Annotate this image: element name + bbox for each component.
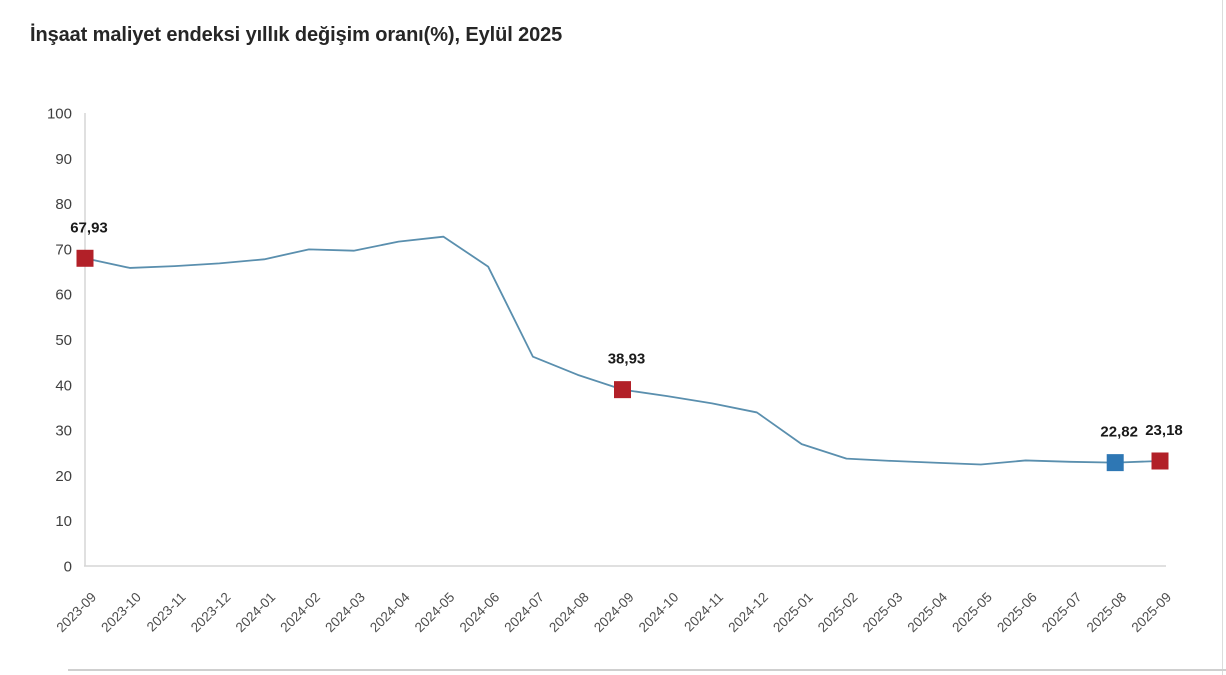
x-axis-tick-label: 2024-03 [322,590,368,636]
x-axis-tick-label: 2024-07 [501,590,547,636]
data-point-marker-2023-09 [76,249,94,267]
x-axis-tick-label: 2023-09 [53,590,99,636]
x-axis-tick-label: 2025-03 [860,590,906,636]
x-axis-tick-label: 2025-02 [815,590,861,636]
y-axis-tick-label: 100 [47,106,72,123]
y-axis-tick-label: 10 [55,513,72,530]
y-axis-tick-label: 60 [55,287,72,304]
card-bottom-border [68,669,1226,671]
x-axis-tick-label: 2024-12 [725,590,771,636]
card-right-border [1222,0,1223,675]
data-point-marker-2024-09 [614,381,631,399]
y-axis-tick-label: 0 [64,559,72,576]
y-axis-tick-label: 40 [55,377,72,394]
x-axis-tick-label: 2025-09 [1128,590,1174,636]
x-axis-tick-label: 2024-02 [277,590,323,636]
y-axis-tick-label: 90 [55,151,72,168]
x-axis-tick-label: 2024-11 [681,590,726,635]
data-point-label-2023-09: 67,93 [70,219,108,236]
y-axis-tick-label: 30 [55,423,72,440]
x-axis-tick-label: 2024-04 [367,589,413,635]
data-point-label-2024-09: 38,93 [608,351,646,368]
y-axis-tick-label: 50 [55,332,72,349]
x-axis-tick-label: 2023-11 [144,590,189,635]
y-axis-tick-label: 70 [55,241,72,258]
x-axis-tick-label: 2025-06 [994,590,1040,636]
data-point-label-2025-08: 22,82 [1100,424,1138,441]
x-axis-tick-label: 2025-08 [1084,590,1130,636]
x-axis-tick-label: 2025-01 [770,590,816,636]
y-axis-tick-label: 20 [55,468,72,485]
x-axis-tick-label: 2024-05 [412,590,458,636]
x-axis-tick-label: 2024-06 [457,590,503,636]
x-axis-tick-label: 2024-08 [546,590,592,636]
y-axis-tick-label: 80 [55,196,72,213]
x-axis-tick-label: 2023-10 [98,590,144,636]
x-axis-tick-label: 2025-07 [1039,590,1085,636]
x-axis-tick-label: 2024-10 [636,590,682,636]
x-axis-tick-label: 2024-01 [233,590,279,636]
data-point-marker-2025-09 [1151,452,1169,470]
x-axis-tick-label: 2024-09 [591,590,637,636]
data-point-marker-2025-08 [1106,454,1124,472]
data-point-label-2025-09: 23,18 [1145,422,1183,439]
x-axis-tick-label: 2025-05 [949,590,995,636]
x-axis-tick-label: 2025-04 [905,589,951,635]
chart-title: İnşaat maliyet endeksi yıllık değişim or… [30,24,563,46]
x-axis-tick-label: 2023-12 [188,590,234,636]
